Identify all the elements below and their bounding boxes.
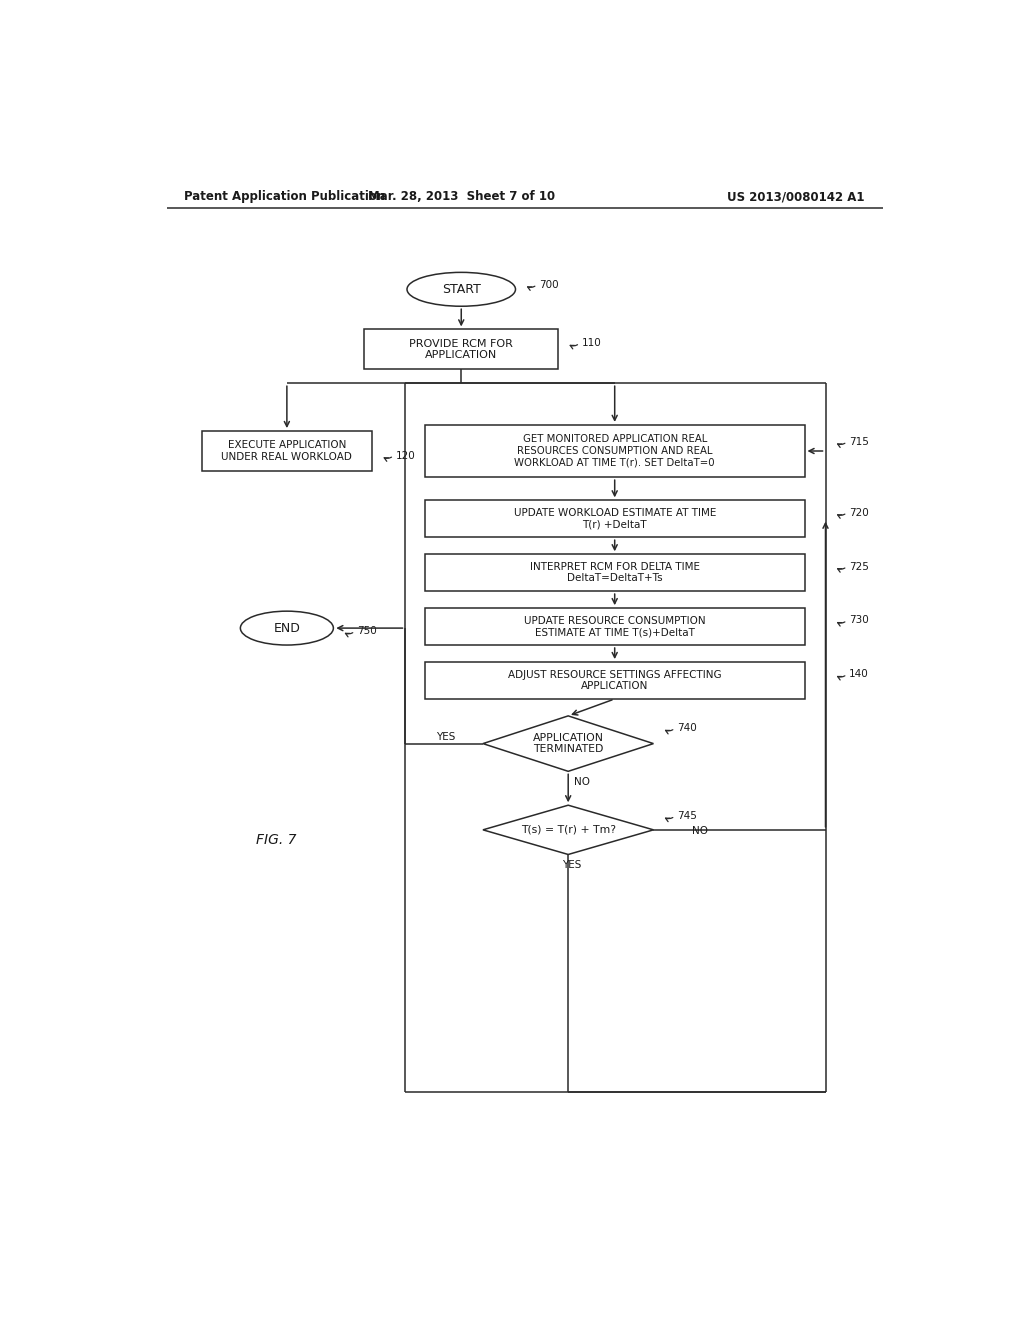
- Text: NO: NO: [574, 777, 591, 787]
- Text: 730: 730: [849, 615, 868, 626]
- Text: 715: 715: [849, 437, 868, 446]
- Text: APPLICATION
TERMINATED: APPLICATION TERMINATED: [532, 733, 604, 755]
- Text: 750: 750: [356, 626, 377, 636]
- Text: YES: YES: [436, 731, 456, 742]
- Text: 120: 120: [395, 450, 415, 461]
- Text: ADJUST RESOURCE SETTINGS AFFECTING
APPLICATION: ADJUST RESOURCE SETTINGS AFFECTING APPLI…: [508, 669, 722, 692]
- Text: 725: 725: [849, 561, 868, 572]
- Text: 745: 745: [677, 810, 696, 821]
- Text: Mar. 28, 2013  Sheet 7 of 10: Mar. 28, 2013 Sheet 7 of 10: [368, 190, 555, 203]
- Text: PROVIDE RCM FOR
APPLICATION: PROVIDE RCM FOR APPLICATION: [410, 338, 513, 360]
- Text: FIG. 7: FIG. 7: [256, 833, 296, 846]
- Text: GET MONITORED APPLICATION REAL
RESOURCES CONSUMPTION AND REAL
WORKLOAD AT TIME T: GET MONITORED APPLICATION REAL RESOURCES…: [514, 434, 715, 467]
- Text: 110: 110: [582, 338, 601, 348]
- Text: Patent Application Publication: Patent Application Publication: [183, 190, 385, 203]
- Text: 720: 720: [849, 508, 868, 517]
- Text: YES: YES: [562, 861, 582, 870]
- Text: 700: 700: [539, 280, 558, 289]
- Text: UPDATE WORKLOAD ESTIMATE AT TIME
T(r) +DeltaT: UPDATE WORKLOAD ESTIMATE AT TIME T(r) +D…: [513, 508, 716, 529]
- Text: UPDATE RESOURCE CONSUMPTION
ESTIMATE AT TIME T(s)+DeltaT: UPDATE RESOURCE CONSUMPTION ESTIMATE AT …: [524, 615, 706, 638]
- Text: T(s) = T(r) + Tm?: T(s) = T(r) + Tm?: [520, 825, 615, 834]
- Text: END: END: [273, 622, 300, 635]
- Text: START: START: [441, 282, 480, 296]
- Text: 740: 740: [677, 723, 696, 733]
- Text: US 2013/0080142 A1: US 2013/0080142 A1: [727, 190, 864, 203]
- Text: 140: 140: [849, 669, 868, 680]
- Text: INTERPRET RCM FOR DELTA TIME
DeltaT=DeltaT+Ts: INTERPRET RCM FOR DELTA TIME DeltaT=Delt…: [529, 562, 699, 583]
- Text: EXECUTE APPLICATION
UNDER REAL WORKLOAD: EXECUTE APPLICATION UNDER REAL WORKLOAD: [221, 440, 352, 462]
- Text: NO: NO: [692, 826, 709, 837]
